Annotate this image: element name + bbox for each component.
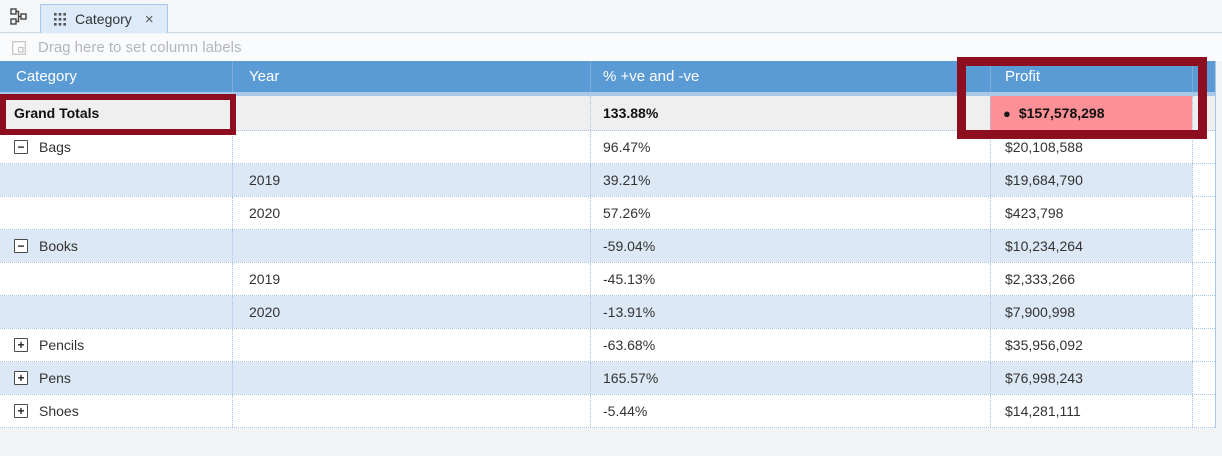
column-header-category[interactable]: Category <box>16 68 77 85</box>
filler-cell <box>1192 263 1215 295</box>
percent-cell[interactable]: 165.57% <box>590 362 990 394</box>
filler-cell <box>1192 329 1215 361</box>
table-row: 2020 -13.91% $7,900,998 <box>0 296 1215 329</box>
category-label: Bags <box>39 139 71 155</box>
category-label: Pencils <box>39 337 85 353</box>
percent-cell[interactable]: -59.04% <box>590 230 990 262</box>
grand-totals-profit-value: $157,578,298 <box>1018 105 1105 121</box>
category-cell[interactable]: + Pens <box>0 362 232 394</box>
filler-cell <box>1192 230 1215 262</box>
column-header-profit[interactable]: Profit <box>990 61 1192 92</box>
grand-totals-profit-cell[interactable]: ● $157,578,298 <box>990 96 1192 130</box>
filler-cell <box>1192 164 1215 196</box>
profit-cell[interactable]: $76,998,243 <box>990 362 1192 394</box>
column-header-year[interactable]: Year <box>232 61 590 92</box>
year-cell[interactable] <box>232 329 590 361</box>
filler-cell <box>1192 296 1215 328</box>
filler-cell <box>1192 131 1215 163</box>
profit-cell[interactable]: $7,900,998 <box>990 296 1192 328</box>
percent-cell[interactable]: 96.47% <box>590 131 990 163</box>
collapse-icon[interactable]: − <box>14 239 28 253</box>
column-labels-drop-zone[interactable]: Drag here to set column labels <box>0 34 1222 61</box>
year-cell[interactable]: 2020 <box>232 197 590 229</box>
table-row: − Bags 96.47% $20,108,588 <box>0 131 1215 164</box>
tab-category[interactable]: Category × <box>40 4 168 33</box>
status-dot-icon: ● <box>1003 105 1011 121</box>
profit-cell[interactable]: $423,798 <box>990 197 1192 229</box>
drop-zone-hint-text: Drag here to set column labels <box>38 39 242 56</box>
table-row: − Books -59.04% $10,234,264 <box>0 230 1215 263</box>
expand-icon[interactable]: + <box>14 371 28 385</box>
expand-icon[interactable]: + <box>14 404 28 418</box>
category-cell[interactable] <box>0 263 232 295</box>
filler-cell <box>1192 362 1215 394</box>
grand-totals-percent-cell[interactable]: 133.88% <box>590 96 990 130</box>
table-row: 2019 -45.13% $2,333,266 <box>0 263 1215 296</box>
filler-cell <box>1192 96 1215 130</box>
column-headers-row: Category Year % +ve and -ve Profit <box>0 61 1215 96</box>
category-cell[interactable]: + Shoes <box>0 395 232 427</box>
year-cell[interactable] <box>232 230 590 262</box>
expand-icon[interactable]: + <box>14 338 28 352</box>
table-row: 2019 39.21% $19,684,790 <box>0 164 1215 197</box>
collapse-icon[interactable]: − <box>14 140 28 154</box>
profit-cell[interactable]: $20,108,588 <box>990 131 1192 163</box>
category-label: Pens <box>39 370 71 386</box>
filler-cell <box>1192 395 1215 427</box>
field-drop-icon <box>12 40 26 55</box>
grand-totals-category-cell[interactable]: Grand Totals <box>14 105 100 121</box>
tab-close-icon[interactable]: × <box>144 10 154 28</box>
percent-cell[interactable]: -13.91% <box>590 296 990 328</box>
tab-bar: Category × <box>0 0 1222 33</box>
profit-cell[interactable]: $14,281,111 <box>990 395 1192 427</box>
category-cell[interactable]: + Pencils <box>0 329 232 361</box>
pivot-grid: Category Year % +ve and -ve Profit Grand… <box>0 61 1216 428</box>
percent-cell[interactable]: -63.68% <box>590 329 990 361</box>
table-row: + Pens 165.57% $76,998,243 <box>0 362 1215 395</box>
category-cell[interactable]: − Bags <box>0 131 232 163</box>
column-header-percent[interactable]: % +ve and -ve <box>590 61 990 92</box>
grid-body: − Bags 96.47% $20,108,588 2019 39.21% $1… <box>0 131 1215 428</box>
profit-cell[interactable]: $2,333,266 <box>990 263 1192 295</box>
year-cell[interactable]: 2019 <box>232 164 590 196</box>
profit-cell[interactable]: $19,684,790 <box>990 164 1192 196</box>
category-label: Shoes <box>39 403 79 419</box>
grand-totals-year-cell[interactable] <box>232 96 590 130</box>
hierarchy-layout-icon[interactable] <box>10 8 27 25</box>
column-header-filler <box>1192 61 1215 92</box>
profit-cell[interactable]: $35,956,092 <box>990 329 1192 361</box>
year-cell[interactable]: 2020 <box>232 296 590 328</box>
percent-cell[interactable]: -5.44% <box>590 395 990 427</box>
year-cell[interactable] <box>232 131 590 163</box>
percent-cell[interactable]: 57.26% <box>590 197 990 229</box>
profit-cell[interactable]: $10,234,264 <box>990 230 1192 262</box>
tab-label: Category <box>75 11 132 27</box>
table-row: + Shoes -5.44% $14,281,111 <box>0 395 1215 428</box>
grand-totals-row: Grand Totals 133.88% ● $157,578,298 <box>0 96 1215 131</box>
percent-cell[interactable]: 39.21% <box>590 164 990 196</box>
table-row: 2020 57.26% $423,798 <box>0 197 1215 230</box>
category-cell[interactable]: − Books <box>0 230 232 262</box>
year-cell[interactable]: 2019 <box>232 263 590 295</box>
year-cell[interactable] <box>232 395 590 427</box>
category-cell[interactable] <box>0 164 232 196</box>
category-cell[interactable] <box>0 197 232 229</box>
percent-cell[interactable]: -45.13% <box>590 263 990 295</box>
grid-view-icon <box>54 12 66 26</box>
filler-cell <box>1192 197 1215 229</box>
category-cell[interactable] <box>0 296 232 328</box>
category-label: Books <box>39 238 78 254</box>
table-row: + Pencils -63.68% $35,956,092 <box>0 329 1215 362</box>
year-cell[interactable] <box>232 362 590 394</box>
